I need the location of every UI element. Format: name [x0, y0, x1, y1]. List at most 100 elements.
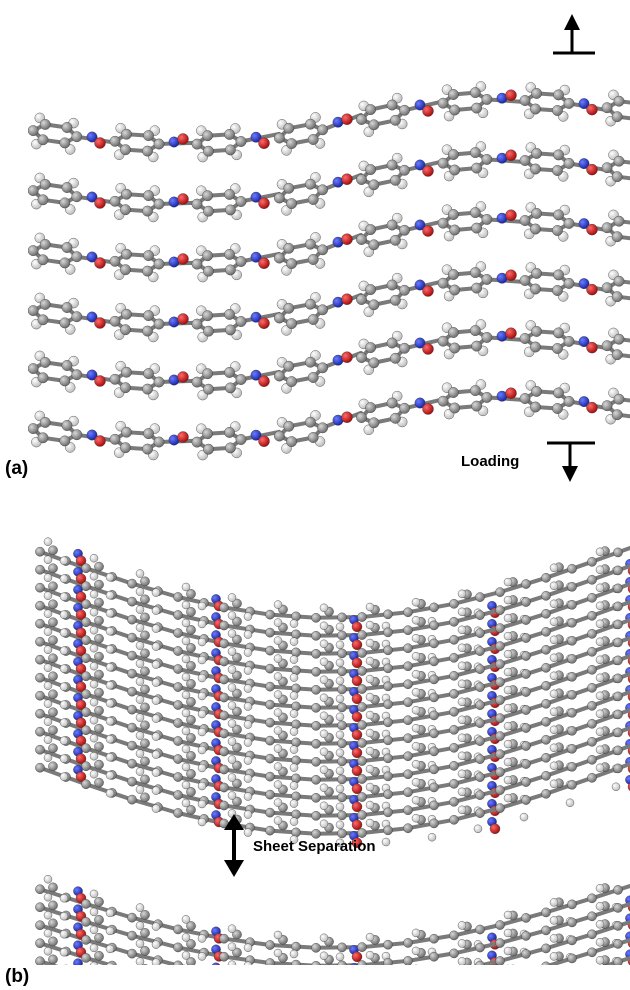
atom	[587, 557, 597, 567]
atom	[613, 709, 623, 720]
atom	[403, 733, 413, 744]
atom	[475, 808, 485, 818]
atom	[94, 615, 104, 626]
atom	[289, 835, 299, 844]
panel-a-chains	[28, 81, 630, 461]
atom	[549, 934, 559, 943]
atom	[120, 382, 131, 394]
atom	[429, 692, 439, 703]
atom	[258, 197, 270, 209]
atom	[135, 749, 145, 758]
atom	[177, 133, 189, 145]
atom	[429, 818, 439, 829]
atom	[567, 762, 577, 772]
atom	[106, 981, 114, 989]
atom	[94, 777, 104, 788]
atom	[89, 662, 99, 671]
atom	[351, 657, 363, 668]
atom	[59, 700, 69, 709]
atom	[357, 630, 367, 640]
atom	[337, 666, 347, 677]
atom	[386, 397, 398, 409]
atom	[35, 938, 45, 949]
atom	[365, 950, 375, 960]
atom	[449, 689, 459, 699]
atom	[427, 833, 437, 842]
atom	[81, 761, 91, 772]
atom	[173, 960, 183, 965]
atom	[521, 967, 530, 976]
atom	[311, 961, 321, 965]
atom	[127, 758, 137, 769]
atom	[94, 137, 106, 149]
atom	[519, 333, 531, 344]
atom	[48, 689, 58, 700]
atom	[595, 547, 605, 556]
atom	[28, 423, 39, 434]
atom	[202, 368, 214, 380]
atom	[403, 823, 413, 834]
atom	[89, 770, 99, 779]
atom	[86, 311, 98, 323]
atom	[335, 640, 345, 649]
atom	[81, 671, 91, 682]
atom	[549, 743, 559, 752]
atom	[337, 702, 347, 713]
atom	[197, 673, 207, 683]
atom	[351, 693, 363, 704]
atom	[399, 104, 410, 116]
atom	[511, 964, 515, 965]
atom	[311, 703, 321, 713]
atom	[86, 429, 98, 441]
atom	[429, 970, 438, 979]
atom	[202, 428, 214, 440]
atom	[587, 647, 597, 657]
atom	[173, 772, 183, 782]
atom	[403, 787, 413, 798]
atom	[94, 897, 104, 907]
atom	[43, 947, 53, 956]
atom	[227, 755, 237, 764]
atom	[399, 224, 410, 236]
atom	[140, 720, 150, 731]
atom	[422, 343, 434, 355]
atom	[552, 403, 563, 414]
atom	[273, 948, 283, 958]
atom	[335, 766, 345, 775]
atom	[199, 966, 208, 975]
atom	[186, 939, 196, 949]
atom	[552, 285, 563, 296]
atom	[403, 956, 413, 965]
atom	[611, 111, 623, 123]
atom	[81, 563, 91, 574]
atom	[541, 980, 550, 989]
atom	[81, 971, 90, 980]
atom	[43, 645, 53, 654]
atom	[265, 627, 275, 638]
atom	[587, 719, 597, 729]
atom	[365, 746, 375, 756]
atom	[235, 136, 247, 147]
atom	[383, 976, 392, 985]
atom	[563, 98, 575, 109]
atom	[503, 946, 513, 956]
atom	[383, 681, 393, 692]
atom	[567, 564, 577, 574]
atom	[553, 327, 564, 339]
atom	[135, 939, 145, 948]
atom	[341, 351, 353, 363]
polymer-chain	[35, 753, 630, 848]
atom	[227, 960, 237, 965]
atom	[531, 267, 542, 279]
atom	[471, 400, 482, 412]
atom	[219, 620, 229, 631]
atom	[357, 828, 367, 838]
atom	[611, 409, 623, 421]
atom	[135, 957, 145, 965]
atom	[191, 138, 203, 150]
atom	[224, 366, 235, 378]
atom	[135, 641, 145, 650]
atom	[120, 264, 131, 276]
atom	[39, 178, 51, 190]
atom	[127, 722, 137, 733]
